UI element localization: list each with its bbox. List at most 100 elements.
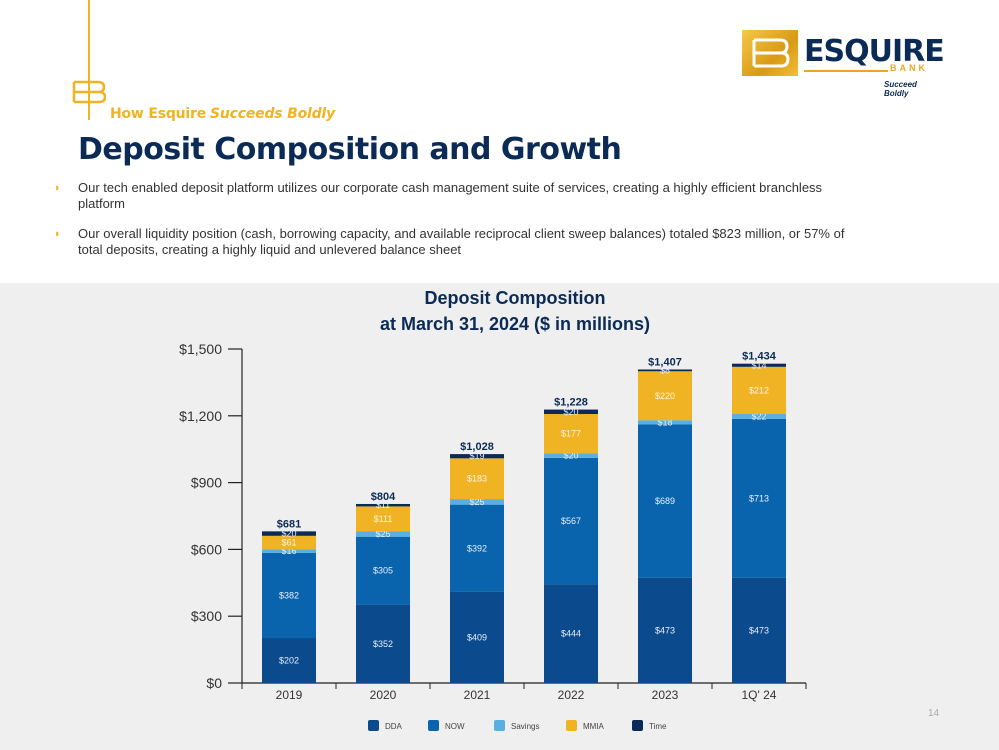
total-label: $804 — [371, 491, 396, 503]
data-label: $22 — [751, 411, 766, 421]
bar-segment-savings — [262, 549, 316, 553]
bar-segment-now — [356, 536, 410, 605]
data-label: $8 — [660, 365, 670, 375]
tagline-suffix: Succeeds Boldly — [210, 106, 335, 122]
chart-title-line2: at March 31, 2024 ($ in millions) — [379, 314, 651, 334]
data-label: $25 — [375, 529, 390, 539]
legend-label: NOW — [445, 722, 465, 731]
legend-label: DDA — [385, 722, 403, 731]
bar-segment-now — [638, 424, 692, 578]
bar-segment-time — [262, 531, 316, 536]
bar-segment-now — [544, 457, 598, 585]
legend-swatch — [428, 720, 439, 731]
bar-segment-savings — [732, 414, 786, 419]
total-label: $1,434 — [742, 351, 777, 363]
data-label: $444 — [561, 629, 581, 639]
x-tick-label: 2021 — [464, 688, 491, 702]
bar-segment-mmia — [450, 458, 504, 500]
bar-segment-now — [262, 552, 316, 639]
bar-segment-dda — [732, 577, 786, 683]
logo-underline — [804, 70, 888, 72]
bar-segment-savings — [450, 499, 504, 505]
x-tick-label: 1Q' 24 — [742, 688, 777, 702]
bar-segment-now — [450, 504, 504, 592]
eb-monogram-icon — [72, 80, 106, 104]
bar-segment-dda — [262, 638, 316, 683]
bar-segment-dda — [544, 584, 598, 683]
y-tick-label: $300 — [191, 608, 222, 624]
y-tick-label: $1,200 — [179, 408, 222, 424]
logo-tagline: Succeed Boldly — [884, 80, 917, 98]
logo-word: ESQUIRE — [804, 34, 945, 69]
total-label: $681 — [277, 518, 301, 530]
bar-segment-mmia — [732, 366, 786, 415]
bar-segment-time — [450, 454, 504, 459]
x-tick-label: 2022 — [558, 688, 585, 702]
data-label: $14 — [751, 360, 766, 370]
bar-segment-mmia — [638, 371, 692, 421]
data-label: $16 — [281, 546, 296, 556]
total-label: $1,407 — [648, 357, 682, 369]
data-label: $409 — [467, 632, 487, 642]
page-title: Deposit Composition and Growth — [78, 132, 622, 167]
data-label: $25 — [469, 497, 484, 507]
data-label: $11 — [376, 500, 390, 510]
data-label: $305 — [373, 566, 393, 576]
data-label: $61 — [281, 538, 296, 548]
data-label: $177 — [561, 429, 581, 439]
data-label: $352 — [373, 639, 393, 649]
x-tick-label: 2023 — [652, 688, 679, 702]
data-label: $382 — [279, 590, 299, 600]
bullet-list: ◗ Our tech enabled deposit platform utili… — [54, 180, 854, 272]
bar-segment-now — [732, 418, 786, 578]
legend-swatch — [368, 720, 379, 731]
data-label: $220 — [655, 391, 675, 401]
bullet-marker-icon: ◗ — [54, 228, 61, 240]
data-label: $202 — [279, 656, 299, 666]
page-number: 14 — [928, 708, 940, 719]
data-label: $111 — [374, 514, 393, 524]
legend-label: MMIA — [583, 722, 605, 731]
bullet-item: ◗ Our tech enabled deposit platform utili… — [54, 180, 854, 212]
bar-segment-dda — [356, 604, 410, 683]
bullet-marker-icon: ◗ — [54, 182, 61, 194]
data-label: $473 — [749, 625, 769, 635]
y-tick-label: $1,500 — [179, 341, 222, 357]
x-tick-label: 2019 — [276, 688, 303, 702]
tagline-prefix: How Esquire — [110, 106, 207, 122]
bar-segment-mmia — [356, 506, 410, 532]
bar-segment-dda — [450, 591, 504, 683]
chart-title: Deposit Composition at March 31, 2024 ($… — [300, 285, 730, 337]
data-label: $20 — [281, 529, 296, 539]
data-label: $18 — [657, 417, 672, 427]
x-tick-label: 2020 — [370, 688, 397, 702]
legend-swatch — [566, 720, 577, 731]
data-label: $567 — [561, 516, 581, 526]
total-label: $1,028 — [460, 441, 494, 453]
chart-title-line1: Deposit Composition — [424, 288, 606, 308]
legend-label: Time — [649, 722, 667, 731]
total-label: $1,228 — [554, 397, 588, 409]
y-tick-label: $900 — [191, 475, 222, 491]
bar-segment-mmia — [262, 535, 316, 550]
bar-segment-savings — [638, 420, 692, 425]
bar-segment-dda — [638, 577, 692, 683]
legend-label: Savings — [511, 722, 539, 731]
bar-segment-time — [732, 363, 786, 367]
data-label: $20 — [563, 451, 578, 461]
bar-segment-time — [638, 369, 692, 372]
y-tick-label: $0 — [206, 675, 222, 691]
data-label: $20 — [563, 407, 578, 417]
data-label: $19 — [469, 451, 484, 461]
bar-segment-mmia — [544, 414, 598, 454]
bullet-item: ◗ Our overall liquidity position (cash, b… — [54, 226, 854, 258]
data-label: $392 — [467, 543, 487, 553]
legend-swatch — [494, 720, 505, 731]
data-label: $212 — [749, 385, 769, 395]
y-tick-label: $600 — [191, 541, 222, 557]
legend-swatch — [632, 720, 643, 731]
esquire-logo: ESQUIRE BANK Succeed Boldly — [742, 30, 945, 98]
accent-line — [88, 0, 90, 120]
bar-segment-time — [356, 503, 410, 507]
